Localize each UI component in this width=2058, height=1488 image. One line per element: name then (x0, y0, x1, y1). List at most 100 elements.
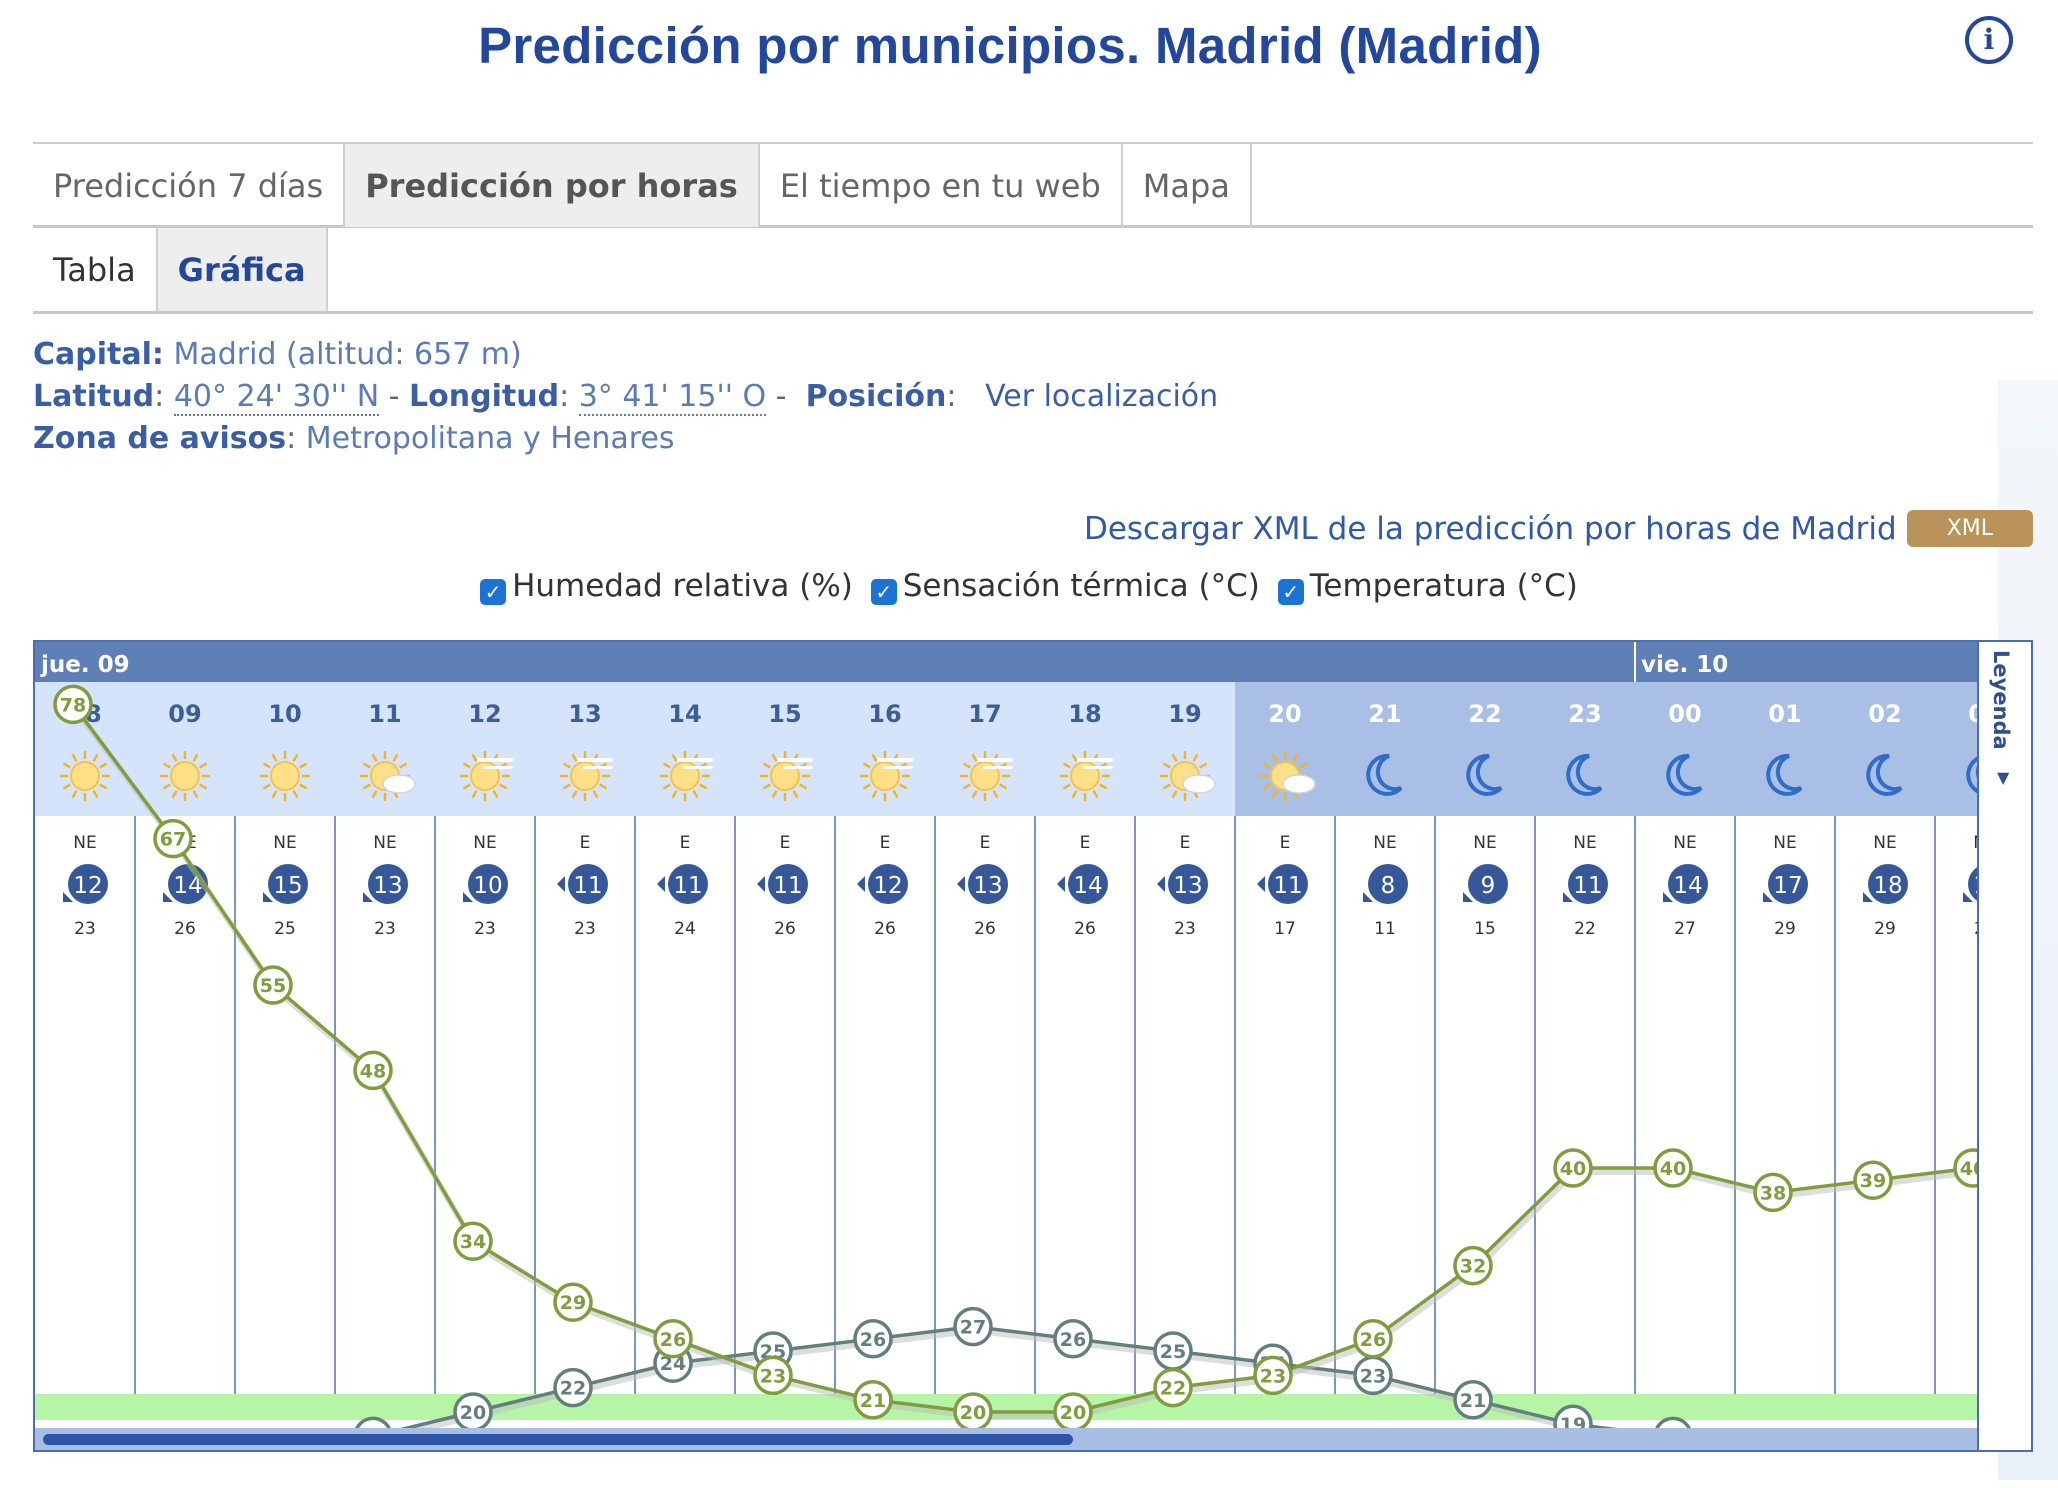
humidity-point (1253, 1355, 1293, 1396)
wind-speed-label: 11 (573, 873, 602, 899)
wind-gust-label: 23 (474, 919, 496, 939)
sun-ray (171, 753, 178, 762)
humidity-point (1353, 1319, 1393, 1359)
sun-ray (1071, 790, 1078, 799)
sun-ray (1192, 753, 1199, 762)
sun-ray (1092, 790, 1099, 799)
longitude-label: Longitud (409, 379, 560, 414)
caret-down-icon: ▼ (1997, 768, 2010, 787)
latitude-value: 40° 24' 30'' N (173, 379, 380, 416)
wind-circle (868, 864, 908, 904)
hour-cell (1935, 682, 1981, 816)
humidity-point (1153, 1367, 1193, 1408)
wind-arrow-icon (757, 876, 765, 892)
temperature-point (1453, 1380, 1493, 1420)
sun-ray (862, 783, 871, 790)
sun-ray (1099, 783, 1108, 790)
sun-ray (92, 753, 99, 762)
sun-cloud-icon (1160, 751, 1216, 801)
xml-button[interactable]: XML (1906, 510, 2033, 547)
humidity-point-label: 26 (1360, 1329, 1386, 1351)
sun-ray (1262, 762, 1271, 769)
humidity-point-label: 29 (560, 1292, 586, 1314)
cloud-shape (1182, 774, 1216, 794)
sun-ray (1299, 762, 1308, 769)
tab-prediccion-por-horas[interactable]: Predicción por horas (345, 144, 760, 227)
sun-ray (1271, 753, 1278, 762)
wind-gust-label: 22 (1574, 919, 1596, 939)
view-location-link[interactable]: Ver localización (985, 379, 1219, 414)
sun-ray (1292, 753, 1299, 762)
temperature-point-label: 25 (1160, 1341, 1186, 1363)
download-xml-link[interactable]: Descargar XML de la predicción por horas… (1083, 510, 1897, 547)
tab-mapa[interactable]: Mapa (1123, 144, 1252, 227)
subtab-tabla[interactable]: Tabla (33, 228, 158, 311)
sun-ray (162, 783, 171, 790)
sun-ray (871, 753, 878, 762)
sun-ray (299, 762, 308, 769)
toggle-humidity[interactable]: ✓ Humedad relativa (%) (480, 568, 853, 605)
hour-label: 00 (1668, 700, 1701, 728)
wind-direction-label: NE (1573, 833, 1596, 853)
wind-arrow-icon (1463, 892, 1473, 902)
humidity-point (1753, 1172, 1793, 1213)
wind-arrow-icon (163, 892, 173, 902)
sun-ray (499, 783, 508, 790)
wind-direction-label: E (1080, 833, 1091, 853)
tab-prediccion-7-dias[interactable]: Predicción 7 días (33, 144, 346, 227)
checkbox-checked-icon[interactable]: ✓ (1277, 579, 1304, 605)
wind-direction-label: NE (1873, 833, 1896, 853)
position-label: Posición (805, 379, 947, 414)
tab-el-tiempo-en-tu-web[interactable]: El tiempo en tu web (760, 144, 1123, 227)
sun-ray (262, 783, 271, 790)
wind-circle (1668, 864, 1708, 904)
scrollbar-thumb[interactable] (43, 1434, 1073, 1445)
sun-ray (299, 783, 308, 790)
haze-band (583, 766, 613, 769)
toggle-temperature[interactable]: ✓ Temperatura (°C) (1277, 568, 1578, 605)
haze-band (983, 766, 1013, 769)
sun-ray (1062, 783, 1071, 790)
wind-circle (1468, 864, 1508, 904)
sun-cloud-icon (360, 751, 416, 801)
wind-arrow-icon (957, 876, 965, 892)
moon-shape (1366, 753, 1403, 796)
temperature-point-label: 22 (560, 1378, 586, 1400)
wind-direction-label: E (580, 833, 591, 853)
moon-icon (1666, 753, 1703, 796)
humidity-point (153, 818, 193, 859)
subtab-grafica[interactable]: Gráfica (157, 228, 328, 311)
humidity-point (53, 684, 93, 725)
legend-toggle[interactable]: Leyenda ▼ (1977, 642, 2031, 1450)
wind-arrow-icon (463, 892, 473, 902)
wind-arrow-icon (63, 892, 73, 902)
sun-ray (471, 753, 478, 762)
wind-speed-label: 8 (1381, 873, 1396, 899)
sun-icon (160, 751, 210, 801)
haze-band (1077, 758, 1113, 762)
wind-direction-label: E (1180, 833, 1191, 853)
sun-ray (71, 753, 78, 762)
wind-arrow-icon (1157, 876, 1165, 892)
sun-core (70, 761, 100, 791)
sun-ray (171, 790, 178, 799)
coordinates-line: Latitud: 40° 24' 30'' N - Longitud: 3° 4… (33, 379, 1219, 416)
toggle-feels-like[interactable]: ✓ Sensación térmica (°C) (870, 568, 1260, 605)
info-icon[interactable]: i (1965, 16, 2013, 64)
humidity-point-label: 39 (1860, 1170, 1886, 1192)
checkbox-checked-icon[interactable]: ✓ (870, 579, 897, 605)
wind-arrow-icon (557, 876, 565, 892)
temperature-point-label: 27 (960, 1317, 986, 1339)
temperature-point-label: 26 (860, 1329, 886, 1351)
moon-shape (1766, 753, 1803, 796)
sun-ray (792, 790, 799, 799)
wind-circle (968, 864, 1008, 904)
wind-arrow-icon (857, 876, 865, 892)
humidity-point-label: 55 (260, 975, 286, 997)
wind-arrow-icon (363, 892, 373, 902)
sun-core (170, 761, 200, 791)
hour-label: 20 (1268, 700, 1301, 728)
wind-circle (1068, 864, 1108, 904)
checkbox-checked-icon[interactable]: ✓ (480, 579, 507, 605)
